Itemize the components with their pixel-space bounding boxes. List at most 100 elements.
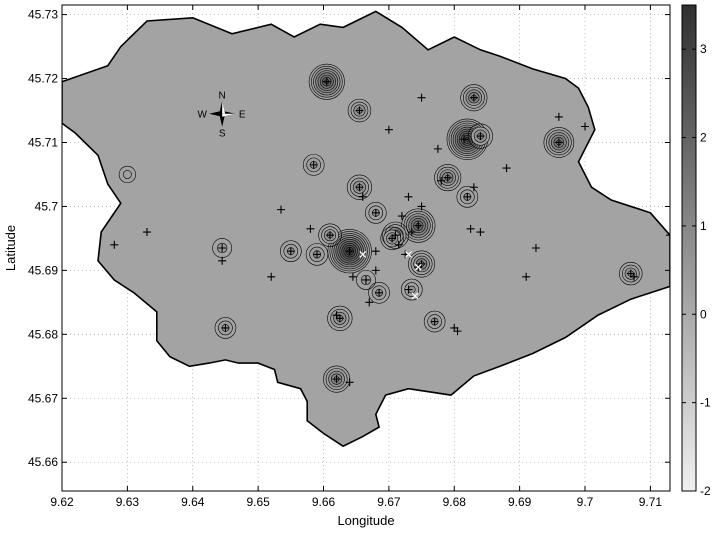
y-axis-ticks: 45.66 45.67 45.68 45.69 45.7 45.71 45.72 45.73: [28, 8, 670, 469]
plus-marker: [110, 240, 119, 249]
plus-marker: [371, 266, 380, 275]
y-tick-label: 45.69: [28, 263, 58, 277]
contour-ring: [619, 261, 643, 286]
contour-ring: [356, 270, 376, 290]
y-tick-label: 45.66: [28, 455, 58, 469]
x-tick-label: 9.63: [116, 495, 140, 509]
contour-ring: [456, 186, 479, 208]
plus-marker: [332, 375, 341, 384]
y-tick-label: 45.7: [35, 199, 59, 213]
plus-marker: [476, 228, 485, 237]
x-tick-label: 9.64: [181, 495, 205, 509]
plus-marker: [306, 224, 315, 233]
colorbar-tick-label: -2: [700, 484, 711, 498]
plus-marker: [469, 93, 478, 102]
colorbar-tick-label: 2: [700, 131, 707, 145]
contour-ring: [308, 63, 345, 100]
plus-marker: [142, 228, 151, 237]
plus-marker: [371, 247, 380, 256]
contour-ring: [302, 154, 325, 176]
plus-marker: [666, 231, 670, 240]
x-tick-label: 9.65: [246, 495, 270, 509]
plus-marker: [502, 164, 511, 173]
plus-marker: [397, 212, 406, 221]
plus-marker: [407, 228, 416, 237]
y-tick-label: 45.73: [28, 8, 58, 22]
contour-ring: [346, 174, 373, 200]
plus-marker: [469, 183, 478, 192]
plus-marker: [417, 202, 426, 211]
compass-highlight: [222, 100, 226, 114]
contour-ring: [118, 165, 136, 184]
plus-marker: [460, 135, 469, 144]
contour-ring: [318, 223, 342, 247]
x-marker: [359, 250, 367, 258]
plus-marker: [554, 138, 563, 147]
contour-ring: [305, 243, 329, 266]
x-marker: [411, 292, 419, 300]
contour-ring: [365, 202, 387, 224]
colorbar-ticks: -2 -1 0 1 2 3: [682, 42, 711, 498]
plus-marker: [463, 192, 472, 201]
x-tick-label: 9.62: [50, 495, 74, 509]
plus-marker: [394, 240, 403, 249]
plus-marker: [476, 132, 485, 141]
plus-marker: [358, 192, 367, 201]
colorbar: [681, 4, 697, 492]
plus-marker: [443, 173, 452, 182]
contour-ring: [122, 170, 132, 179]
colorbar-tick-label: 0: [700, 307, 707, 321]
plus-marker: [218, 244, 227, 252]
plus-marker: [335, 314, 344, 323]
contour-ring: [214, 317, 237, 339]
compass-east-label: E: [239, 110, 246, 121]
y-axis-label: Latitude: [3, 225, 18, 271]
plus-marker: [522, 272, 531, 281]
city-region: [62, 10, 670, 448]
plus-marker: [355, 106, 364, 115]
plus-marker: [267, 272, 276, 281]
y-tick-label: 45.71: [28, 135, 58, 149]
contour-ring: [434, 164, 462, 192]
plus-marker: [554, 112, 563, 121]
plus-marker: [630, 272, 639, 281]
colorbar-tick-label: 3: [700, 42, 707, 56]
plus-marker: [326, 231, 335, 240]
plus-marker: [322, 77, 331, 86]
plus-marker: [404, 285, 413, 294]
x-tick-label: 9.66: [312, 495, 336, 509]
x-axis-ticks: 9.62 9.63 9.64 9.65 9.66 9.67 9.68 9.69 9.7 9.71: [50, 5, 662, 509]
y-tick-label: 45.68: [28, 327, 58, 341]
x-tick-label: 9.68: [443, 495, 467, 509]
contour-ring: [401, 208, 436, 243]
plus-marker: [345, 378, 354, 387]
plus-marker: [430, 317, 439, 326]
compass-north-label: N: [219, 91, 226, 102]
plus-marker: [221, 323, 230, 332]
plus-marker: [309, 160, 318, 169]
plus-marker: [437, 176, 446, 185]
plus-marker: [218, 256, 227, 265]
x-axis-label: Longitude: [337, 513, 394, 528]
x-marker: [405, 250, 412, 258]
plus-marker: [414, 221, 423, 230]
contour-ring: [327, 305, 353, 331]
contour-ring: [408, 250, 436, 278]
y-tick-label: 45.72: [28, 72, 58, 86]
contour-ring: [400, 278, 423, 301]
compass-icon: [209, 100, 236, 127]
compass-highlight: [222, 113, 236, 117]
plus-marker: [375, 288, 384, 297]
compass-west-label: W: [197, 110, 207, 121]
contour-ring: [347, 98, 372, 123]
plus-marker: [391, 231, 400, 240]
contour-ring: [381, 221, 409, 249]
plus-marker: [277, 205, 286, 214]
plus-marker: [312, 250, 321, 259]
plus-marker: [384, 125, 393, 134]
plus-marker: [345, 247, 354, 256]
station-markers: [110, 77, 670, 387]
plot-frame: [61, 4, 671, 492]
plus-marker: [466, 224, 475, 233]
